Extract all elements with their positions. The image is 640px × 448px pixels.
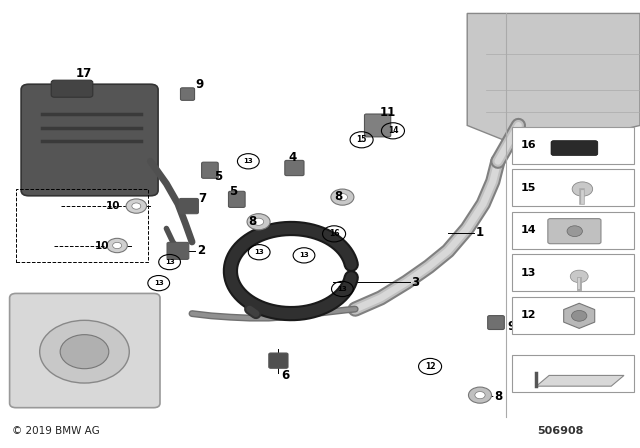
FancyBboxPatch shape [512, 212, 634, 249]
Circle shape [132, 203, 141, 209]
Circle shape [475, 392, 485, 399]
Text: 506908: 506908 [537, 426, 583, 436]
Text: 1: 1 [476, 226, 484, 240]
Text: © 2019 BMW AG: © 2019 BMW AG [12, 426, 99, 436]
Text: 8: 8 [248, 215, 257, 228]
Circle shape [570, 270, 588, 283]
FancyBboxPatch shape [551, 141, 598, 155]
Text: 10: 10 [95, 241, 109, 250]
FancyBboxPatch shape [512, 169, 634, 206]
FancyBboxPatch shape [512, 254, 634, 291]
Text: 8: 8 [334, 190, 342, 203]
Text: 16: 16 [520, 140, 536, 150]
Text: 13: 13 [337, 286, 348, 292]
Text: 5: 5 [229, 185, 237, 198]
Polygon shape [467, 13, 640, 143]
Text: 9: 9 [507, 319, 515, 333]
FancyBboxPatch shape [228, 191, 245, 207]
FancyBboxPatch shape [179, 198, 198, 214]
Text: 2: 2 [197, 244, 205, 258]
FancyBboxPatch shape [167, 242, 189, 259]
Text: 13: 13 [299, 252, 309, 258]
FancyBboxPatch shape [488, 315, 504, 330]
Text: 6: 6 [282, 369, 290, 382]
Circle shape [337, 194, 348, 201]
FancyBboxPatch shape [51, 80, 93, 97]
Circle shape [253, 218, 264, 225]
Text: 3: 3 [412, 276, 420, 289]
Text: 7: 7 [198, 191, 207, 205]
Text: 9: 9 [195, 78, 204, 91]
FancyBboxPatch shape [285, 160, 304, 176]
FancyBboxPatch shape [512, 297, 634, 334]
Text: 17: 17 [76, 67, 92, 81]
Text: 10: 10 [106, 201, 120, 211]
Text: 8: 8 [494, 390, 502, 403]
Circle shape [126, 199, 147, 213]
FancyBboxPatch shape [365, 114, 390, 137]
Text: 12: 12 [425, 362, 435, 371]
Circle shape [468, 387, 492, 403]
FancyBboxPatch shape [10, 293, 160, 408]
FancyBboxPatch shape [269, 353, 288, 368]
FancyBboxPatch shape [512, 355, 634, 392]
Circle shape [113, 242, 122, 249]
Circle shape [567, 226, 582, 237]
FancyBboxPatch shape [202, 162, 218, 178]
Text: 14: 14 [520, 225, 536, 235]
Text: 13: 13 [520, 268, 536, 278]
FancyBboxPatch shape [548, 219, 601, 244]
Text: 12: 12 [520, 310, 536, 320]
Circle shape [331, 189, 354, 205]
Text: 16: 16 [329, 229, 339, 238]
Text: 15: 15 [356, 135, 367, 144]
FancyBboxPatch shape [180, 88, 195, 100]
FancyBboxPatch shape [21, 84, 158, 196]
Text: 13: 13 [164, 259, 175, 265]
Text: 5: 5 [214, 170, 223, 184]
Text: 13: 13 [254, 249, 264, 255]
Circle shape [247, 214, 270, 230]
Text: 15: 15 [520, 183, 536, 193]
Circle shape [40, 320, 129, 383]
Circle shape [572, 310, 587, 321]
Text: 11: 11 [380, 106, 396, 120]
Text: 13: 13 [154, 280, 164, 286]
Text: 4: 4 [288, 151, 296, 164]
Text: 14: 14 [388, 126, 398, 135]
Text: 13: 13 [243, 158, 253, 164]
FancyBboxPatch shape [512, 127, 634, 164]
Circle shape [107, 238, 127, 253]
Polygon shape [536, 375, 624, 386]
Circle shape [572, 182, 593, 196]
Circle shape [60, 335, 109, 369]
